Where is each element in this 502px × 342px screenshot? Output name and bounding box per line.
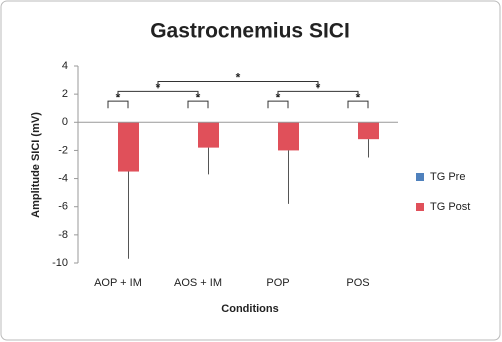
bar [358,122,379,140]
y-tick-label: -4 [58,172,68,184]
x-axis-label: Conditions [221,303,278,315]
x-tick-label: POS [346,277,369,289]
bar [278,122,299,151]
significance-bracket [117,90,199,97]
significance-marker: * [116,90,121,104]
significance-bracket [157,80,319,89]
legend-swatch [416,173,424,181]
x-tick-label: POP [266,277,289,289]
significance-marker: * [196,90,201,104]
bar [118,122,139,172]
significance-marker: * [356,90,361,104]
y-tick-label: 4 [62,60,68,72]
y-axis-label: Amplitude SICI (mV) [30,112,42,218]
significance-marker: * [276,90,281,104]
significance-bracket [347,100,369,109]
y-tick-label: 2 [62,88,68,100]
chart-title: Gastrocnemius SICI [150,20,350,43]
significance-bracket [107,100,129,109]
x-tick-label: AOS + IM [174,277,222,289]
y-tick-label: -2 [58,144,68,156]
bar [198,122,219,148]
significance-marker: * [236,71,241,85]
y-tick-label: -6 [58,201,68,213]
y-tick-label: -8 [58,229,68,241]
significance-bracket [267,100,289,109]
significance-bracket [277,90,359,97]
significance-bracket [187,100,209,109]
legend-swatch [416,203,424,211]
y-tick-label: -10 [52,257,68,269]
legend-label: TG Post [430,201,470,213]
x-tick-label: AOP + IM [94,277,142,289]
y-tick-label: 0 [62,116,68,128]
legend-label: TG Pre [430,171,465,183]
